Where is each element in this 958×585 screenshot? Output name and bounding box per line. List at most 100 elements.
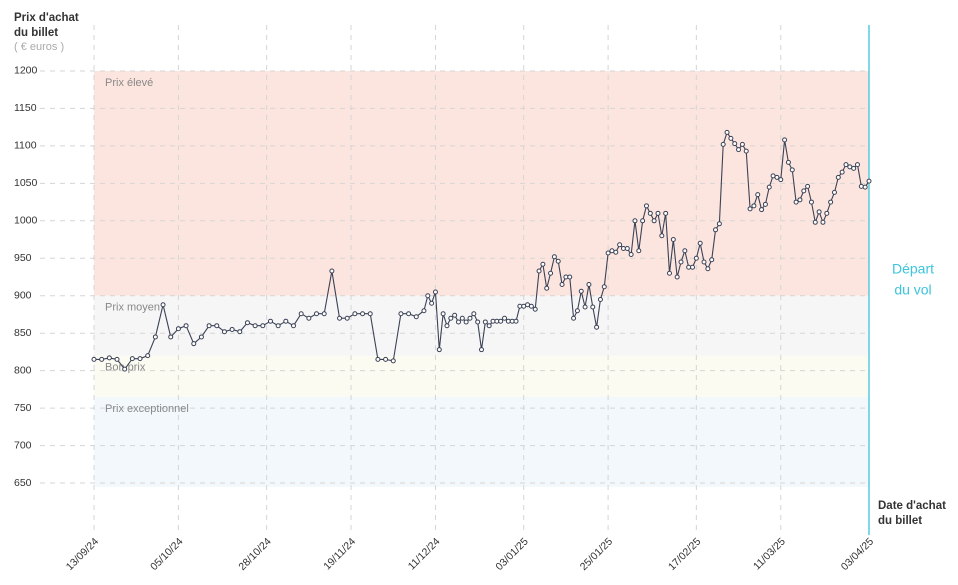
price-point [551, 254, 557, 260]
price-point [590, 304, 596, 310]
x-tick-label: 28/10/24 [236, 535, 273, 572]
price-point [198, 334, 204, 340]
price-point [655, 210, 661, 216]
band-label: Prix exceptionnel [105, 403, 189, 415]
x-tick-label: 13/09/24 [64, 535, 101, 572]
price-point [252, 323, 258, 329]
price-point [801, 188, 807, 194]
price-point [778, 177, 784, 183]
x-tick-label: 03/04/25 [839, 535, 876, 572]
y-title: Prix d'achat [14, 12, 79, 24]
price-point [690, 264, 696, 270]
price-point [651, 218, 657, 224]
departure-label: du vol [894, 282, 931, 298]
price-point [367, 311, 373, 317]
price-point [862, 184, 868, 190]
price-point [785, 159, 791, 165]
y-unit: ( € euros ) [14, 41, 64, 53]
price-point [759, 207, 765, 213]
price-point [383, 356, 389, 362]
price-point [682, 248, 688, 254]
price-point [732, 141, 738, 147]
price-point [122, 366, 128, 372]
price-point [716, 221, 722, 227]
price-point [751, 203, 757, 209]
price-point [479, 347, 484, 353]
price-point [429, 300, 435, 306]
price-point [605, 250, 611, 256]
price-point [206, 323, 212, 329]
price-point [498, 318, 504, 324]
price-point [291, 323, 297, 329]
y-tick-label: 800 [14, 364, 32, 376]
price-point [636, 248, 642, 254]
price-point [594, 324, 600, 330]
price-point [797, 197, 803, 203]
price-point [229, 326, 235, 332]
price-point [440, 311, 446, 317]
price-point [448, 315, 454, 321]
price-point [812, 219, 818, 225]
price-point [624, 246, 630, 252]
price-point [559, 281, 565, 287]
price-point [762, 201, 768, 207]
price-point [536, 268, 542, 274]
price-point [471, 311, 477, 317]
price-point [835, 174, 841, 180]
price-point [544, 285, 550, 291]
y-tick-label: 950 [14, 252, 32, 264]
y-tick-label: 700 [14, 439, 32, 451]
price-point [828, 199, 834, 205]
price-point [463, 319, 469, 325]
band-label: Prix moyen [105, 302, 160, 314]
price-point [808, 199, 814, 205]
price-point [91, 356, 97, 362]
x-tick-label: 11/03/25 [751, 535, 788, 572]
x-tick-label: 05/10/24 [148, 535, 185, 572]
price-point [528, 303, 534, 309]
y-title: du billet [14, 27, 58, 39]
price-point [337, 315, 343, 321]
price-point [475, 319, 481, 325]
price-point [824, 210, 830, 216]
price-point [724, 129, 730, 135]
x-title: du billet [878, 515, 922, 527]
price-point [709, 257, 715, 263]
price-point [444, 323, 450, 329]
price-point [432, 289, 438, 295]
price-point [839, 169, 845, 175]
price-point [831, 189, 837, 195]
price-point [160, 302, 166, 308]
price-point [421, 308, 427, 314]
price-point [486, 323, 492, 329]
price-point [352, 311, 358, 317]
price-point [360, 311, 366, 317]
price-point [720, 141, 726, 147]
price-point [191, 341, 197, 347]
price-point [793, 199, 799, 205]
x-tick-label: 25/01/25 [578, 535, 615, 572]
price-point [693, 255, 699, 261]
price-point [666, 270, 672, 276]
price-point [632, 218, 638, 224]
price-point [321, 311, 327, 317]
price-point [743, 148, 749, 154]
price-point [275, 323, 281, 329]
price-point [571, 315, 577, 321]
price-point [152, 334, 158, 340]
y-tick-label: 750 [14, 402, 32, 414]
price-point [398, 311, 404, 317]
price-point [540, 261, 546, 267]
price-point [597, 296, 603, 302]
price-point [820, 219, 826, 225]
price-point [659, 233, 665, 239]
price-point [858, 183, 864, 189]
price-point [106, 355, 112, 361]
price-point [678, 259, 684, 265]
price-point [344, 315, 350, 321]
price-point [390, 358, 396, 364]
price-point [532, 306, 538, 312]
y-tick-label: 1000 [14, 215, 38, 227]
price-point [567, 274, 573, 280]
